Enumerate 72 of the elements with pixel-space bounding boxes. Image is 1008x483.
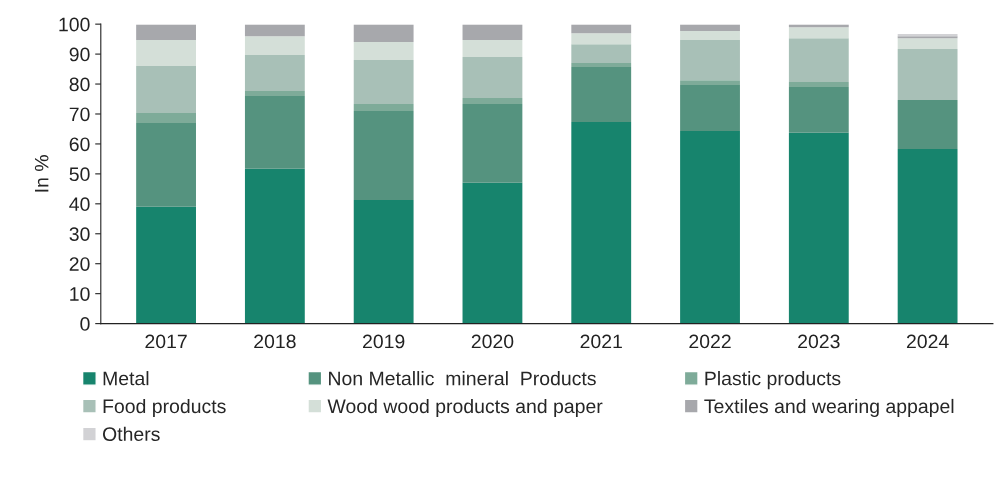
y-tick-label: 80: [69, 77, 90, 92]
bar: [353, 199, 414, 324]
legend-label: Others: [102, 426, 160, 442]
bar: [897, 99, 958, 150]
bar: [788, 27, 849, 39]
bar: [136, 206, 196, 324]
bar: [353, 60, 414, 105]
x-tick-label: 2017: [145, 334, 187, 349]
bar: [680, 40, 740, 81]
bar: [136, 40, 196, 67]
y-tick-label: 10: [70, 287, 90, 301]
y-tick-label: 60: [69, 137, 90, 152]
bar: [788, 87, 849, 133]
bar: [680, 25, 740, 32]
y-tick-label: 20: [69, 257, 90, 271]
x-tick-label: 2024: [906, 334, 949, 349]
bar: [136, 66, 196, 114]
bar: [571, 66, 632, 123]
x-tick-label: 2023: [798, 334, 840, 349]
bar: [571, 122, 632, 324]
bar: [244, 54, 305, 91]
bar: [462, 182, 523, 324]
bar: [136, 25, 196, 41]
bar: [680, 31, 740, 41]
bar: [571, 33, 632, 45]
bar: [571, 44, 632, 64]
x-tick-label: 2019: [363, 334, 405, 349]
bar: [788, 38, 849, 82]
bar: [788, 132, 849, 324]
bar: [571, 25, 632, 34]
y-tick-label: 70: [69, 107, 90, 122]
bar: [353, 42, 414, 61]
bar: [462, 98, 523, 105]
y-tick-label: 90: [69, 47, 90, 62]
bar: [244, 36, 305, 55]
bar: [897, 149, 958, 324]
bar: [680, 84, 740, 132]
x-tick-label: 2020: [471, 334, 514, 349]
bar: [897, 38, 958, 50]
bar: [897, 49, 958, 100]
legend-label: Textiles and wearing appapel: [704, 398, 954, 418]
bar: [136, 122, 196, 207]
bar: [462, 104, 523, 183]
bar: [244, 96, 305, 169]
bar: [462, 25, 523, 41]
x-tick-label: 2022: [689, 334, 731, 349]
legend-label: Food products: [103, 398, 226, 418]
bar: [788, 81, 849, 88]
bar: [244, 25, 305, 37]
bar: [680, 131, 740, 324]
y-tick-label: 40: [69, 197, 90, 212]
legend-label: Wood wood products and paper: [327, 398, 603, 418]
legend-label: Metal: [103, 371, 149, 386]
y-axis-title: In %: [34, 155, 49, 192]
y-tick-label: 0: [80, 317, 90, 331]
legend-label: Non Metallic mineral Products: [329, 371, 596, 386]
bar: [462, 40, 523, 58]
legend-label: Plastic products: [705, 371, 841, 390]
x-tick-label: 2018: [254, 334, 296, 349]
y-tick-label: 100: [59, 17, 90, 32]
bar: [136, 113, 196, 123]
y-tick-label: 50: [69, 167, 90, 182]
x-tick-label: 2021: [580, 334, 622, 349]
bar: [680, 80, 740, 85]
bar: [353, 104, 414, 111]
y-tick-label: 30: [69, 227, 90, 242]
bar: [462, 57, 523, 99]
bar: [571, 63, 632, 67]
bar: [244, 168, 305, 324]
bar: [244, 90, 305, 97]
bar: [353, 110, 414, 200]
bar: [353, 25, 414, 43]
